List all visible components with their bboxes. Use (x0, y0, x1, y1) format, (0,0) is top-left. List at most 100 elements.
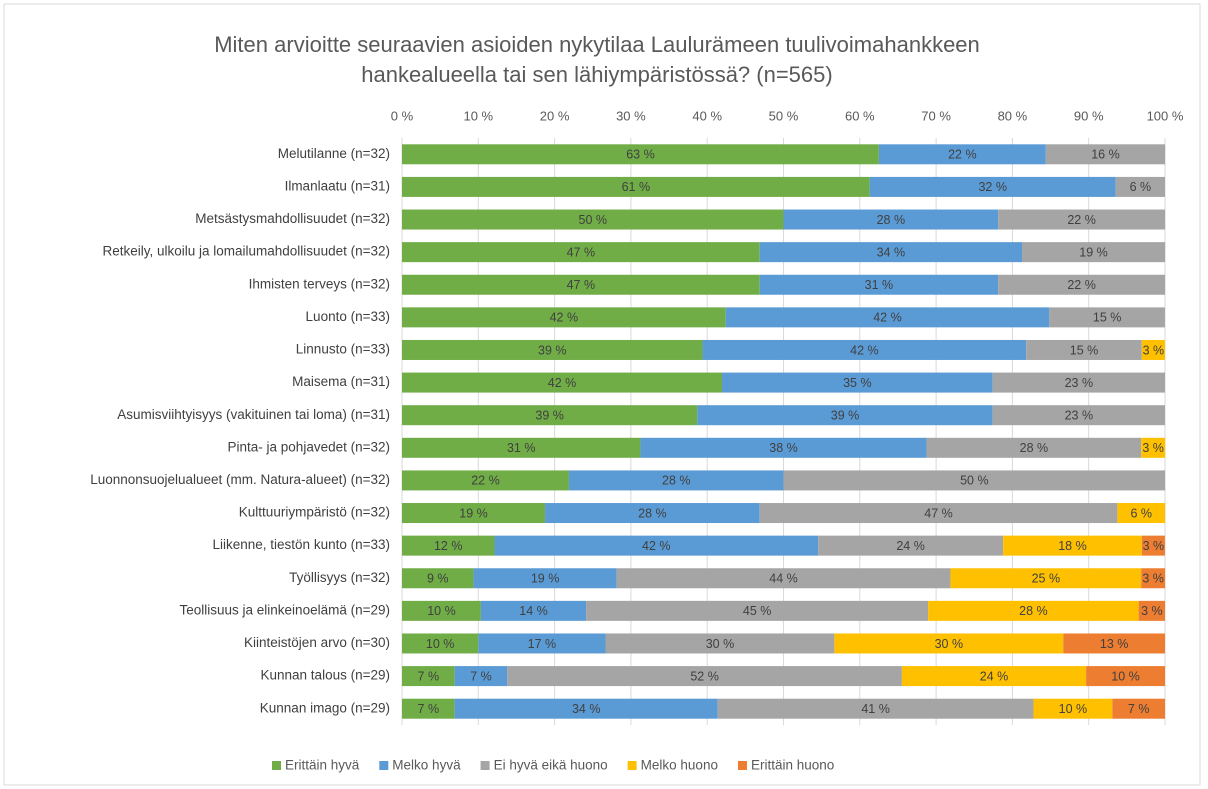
x-tick-label: 10 % (463, 108, 493, 123)
y-tick-label: Työllisyys (n=32) (289, 570, 390, 585)
bar-segment (998, 274, 1166, 295)
x-tick-label: 50 % (769, 108, 799, 123)
data-label: 23 % (1065, 376, 1094, 390)
y-tick-label: Kulttuuriympäristö (n=32) (239, 505, 390, 520)
data-label: 47 % (567, 245, 596, 259)
legend-label: Melko hyvä (392, 758, 461, 773)
data-label: 6 % (1130, 506, 1152, 520)
data-label: 13 % (1100, 637, 1129, 651)
data-label: 22 % (948, 148, 977, 162)
bar-segment (992, 405, 1165, 426)
bar-segment (697, 405, 993, 426)
data-label: 7 % (1128, 702, 1150, 716)
bar-segment (1141, 535, 1165, 556)
bar-segment (640, 437, 927, 458)
data-label: 34 % (877, 245, 906, 259)
bar-segment (402, 209, 784, 230)
bar-segment (1117, 503, 1166, 524)
bar-segment (783, 470, 1166, 491)
bar-segment (928, 600, 1139, 621)
bar-segment (586, 600, 929, 621)
data-label: 52 % (690, 669, 719, 683)
data-label: 3 % (1142, 572, 1164, 586)
data-label: 22 % (471, 474, 500, 488)
data-label: 15 % (1070, 343, 1099, 357)
data-label: 24 % (980, 669, 1009, 683)
data-label: 12 % (434, 539, 463, 553)
y-tick-label: Metsästysmahdollisuudet (n=32) (195, 211, 390, 226)
data-label: 6 % (1130, 180, 1152, 194)
bar-segment (1022, 242, 1166, 263)
data-label: 39 % (535, 408, 564, 422)
bar-segment (605, 633, 835, 654)
bar-segment (402, 372, 723, 393)
data-label: 32 % (978, 180, 1007, 194)
y-tick-label: Ilmanlaatu (n=31) (285, 178, 390, 193)
bar-segment (402, 698, 455, 719)
legend-label: Erittäin hyvä (285, 758, 360, 773)
legend-label: Melko huono (641, 758, 718, 773)
x-tick-label: 90 % (1074, 108, 1104, 123)
data-label: 42 % (642, 539, 671, 553)
data-label: 3 % (1141, 604, 1163, 618)
bar-segment (1049, 307, 1165, 328)
bar-segment (1086, 666, 1165, 687)
x-tick-label: 70 % (921, 108, 951, 123)
data-label: 15 % (1093, 311, 1122, 325)
bar-segment (402, 405, 698, 426)
data-label: 42 % (550, 311, 579, 325)
y-tick-label: Pinta- ja pohjavedet (n=32) (228, 439, 390, 454)
bar-segment (545, 503, 760, 524)
data-label: 10 % (426, 637, 455, 651)
bar-segment (402, 503, 546, 524)
bar-segment (454, 698, 718, 719)
legend-swatch (480, 761, 490, 770)
y-tick-label: Luonnonsuojelualueet (mm. Natura-alueet)… (90, 472, 390, 487)
data-label: 28 % (1020, 441, 1049, 455)
bar-segment (402, 144, 879, 165)
data-label: 28 % (638, 506, 667, 520)
bar-segment (616, 568, 951, 589)
y-tick-label: Luonto (n=33) (306, 309, 390, 324)
data-label: 39 % (831, 408, 860, 422)
data-label: 10 % (427, 604, 456, 618)
data-label: 22 % (1067, 213, 1096, 227)
data-label: 10 % (1111, 669, 1140, 683)
bar-segment (1115, 176, 1165, 197)
bar-segment (402, 470, 569, 491)
legend-label: Ei hyvä eikä huono (494, 758, 608, 773)
bar-segment (1141, 568, 1166, 589)
data-label: 22 % (1067, 278, 1096, 292)
data-label: 38 % (769, 441, 798, 455)
legend-swatch (379, 761, 389, 770)
data-label: 39 % (538, 343, 567, 357)
data-label: 35 % (843, 376, 872, 390)
x-tick-label: 20 % (540, 108, 570, 123)
data-label: 24 % (896, 539, 925, 553)
data-label: 19 % (1079, 245, 1108, 259)
x-tick-label: 60 % (845, 108, 875, 123)
bar-segment (402, 633, 479, 654)
data-label: 34 % (572, 702, 601, 716)
bar-segment (473, 568, 617, 589)
data-label: 28 % (662, 474, 691, 488)
data-label: 7 % (418, 669, 440, 683)
data-label: 42 % (850, 343, 879, 357)
bar-segment (402, 600, 481, 621)
bar-segment (783, 209, 999, 230)
bar-segment (402, 666, 455, 687)
data-label: 18 % (1058, 539, 1087, 553)
bar-segment (402, 437, 641, 458)
data-label: 10 % (1059, 702, 1088, 716)
data-label: 16 % (1091, 148, 1120, 162)
bar-segment (402, 339, 703, 360)
x-tick-label: 80 % (998, 108, 1028, 123)
data-label: 47 % (924, 506, 953, 520)
data-label: 9 % (427, 572, 449, 586)
x-tick-label: 30 % (616, 108, 646, 123)
bar-segment (402, 274, 760, 295)
data-label: 45 % (743, 604, 772, 618)
data-label: 7 % (418, 702, 440, 716)
bar-segment (1045, 144, 1166, 165)
data-label: 63 % (626, 148, 655, 162)
